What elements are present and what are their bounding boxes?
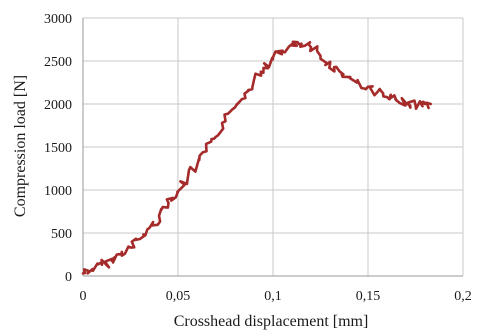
x-tick-label: 0: [80, 289, 87, 304]
x-tick-label: 0,15: [356, 289, 381, 304]
y-tick-label: 2000: [44, 98, 72, 113]
x-tick-label: 0,05: [166, 289, 191, 304]
y-tick-label: 1000: [44, 184, 72, 199]
y-tick-label: 500: [51, 227, 72, 242]
y-tick-label: 1500: [44, 141, 72, 156]
y-tick-label: 3000: [44, 12, 72, 27]
plot-area: [83, 42, 431, 274]
series-line: [83, 42, 431, 274]
x-axis-title: Crosshead displacement [mm]: [174, 313, 369, 330]
y-axis-title: Compression load [N]: [12, 75, 29, 217]
y-tick-label: 0: [65, 270, 72, 285]
x-tick-label: 0,2: [454, 289, 472, 304]
x-tick-label: 0,1: [264, 289, 282, 304]
y-tick-label: 2500: [44, 55, 72, 70]
